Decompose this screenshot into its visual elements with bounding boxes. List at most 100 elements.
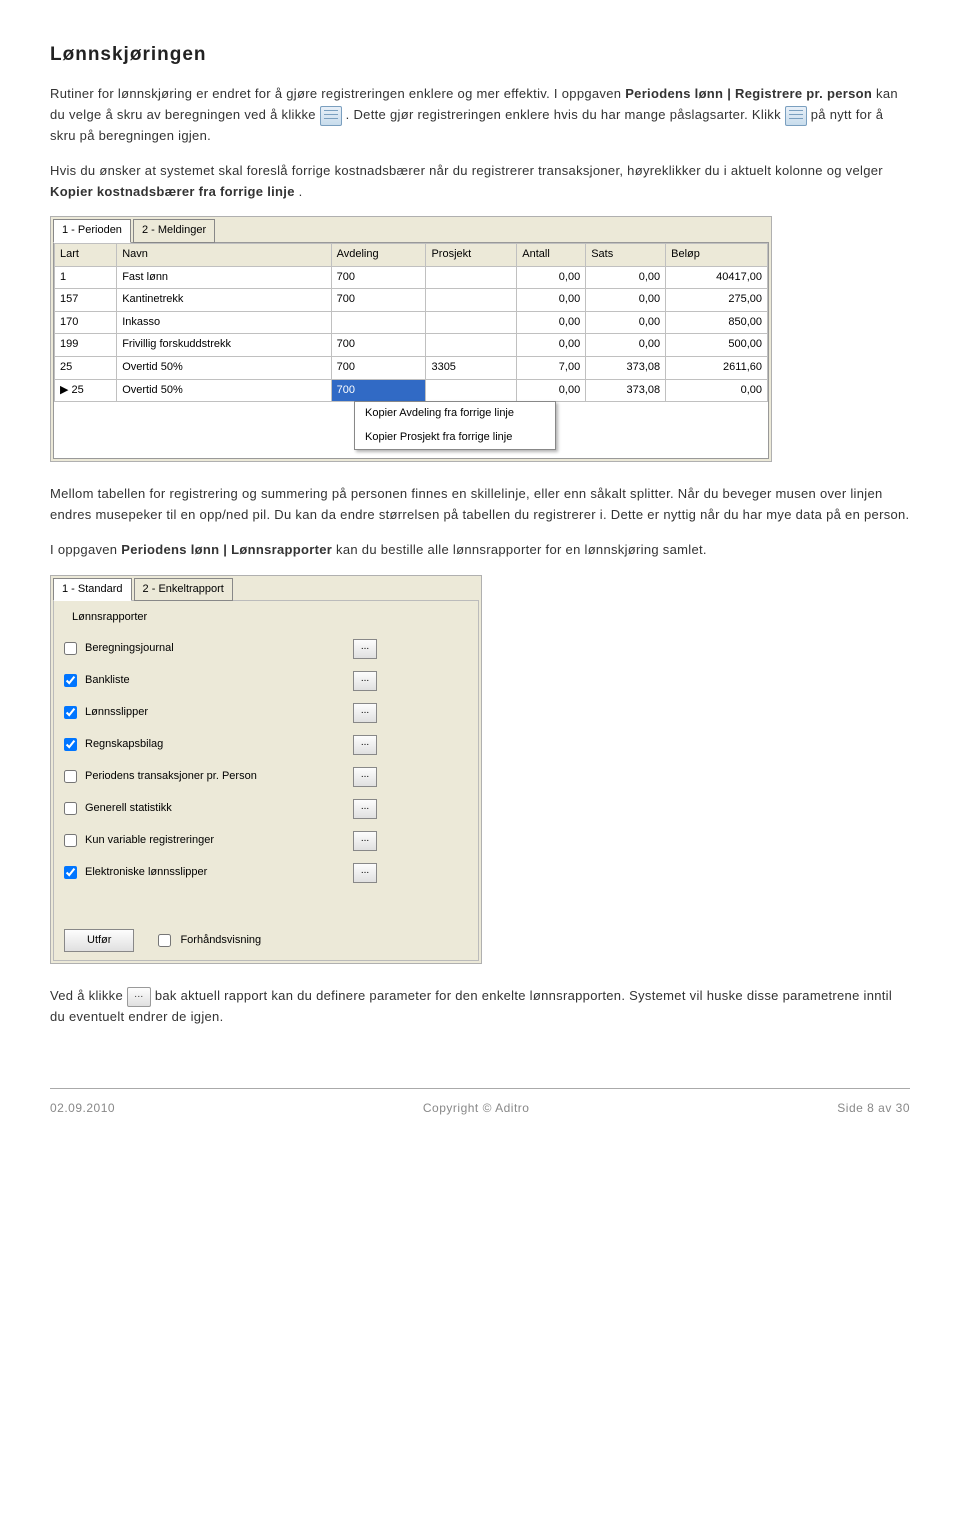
table-cell[interactable]: Frivillig forskuddstrekk <box>117 334 331 357</box>
table-cell[interactable]: 3305 <box>426 356 517 379</box>
table-cell[interactable] <box>426 334 517 357</box>
table-cell[interactable]: 700 <box>331 379 426 402</box>
menu-copy-avdeling[interactable]: Kopier Avdeling fra forrige linje <box>355 402 555 426</box>
table-cell[interactable]: Fast lønn <box>117 266 331 289</box>
report-params-button[interactable] <box>353 831 377 851</box>
report-params-button[interactable] <box>353 799 377 819</box>
report-params-button[interactable] <box>353 671 377 691</box>
report-params-button[interactable] <box>353 639 377 659</box>
tabs: 1 - Perioden 2 - Meldinger <box>51 217 771 243</box>
report-checkbox[interactable] <box>64 770 77 783</box>
table-cell[interactable]: 25 <box>55 356 117 379</box>
table-cell[interactable]: 0,00 <box>586 266 666 289</box>
table-cell[interactable] <box>426 289 517 312</box>
table-cell[interactable]: 0,00 <box>586 334 666 357</box>
report-label: Beregningsjournal <box>85 640 345 658</box>
report-checkbox[interactable] <box>64 674 77 687</box>
table-cell[interactable]: 275,00 <box>666 289 768 312</box>
table-cell[interactable]: 0,00 <box>586 289 666 312</box>
reports-window: 1 - Standard 2 - Enkeltrapport Lønnsrapp… <box>50 575 482 965</box>
text: bak aktuell rapport kan du definere para… <box>50 988 892 1024</box>
report-label: Generell statistikk <box>85 800 345 818</box>
table-cell[interactable]: 700 <box>331 289 426 312</box>
table-cell[interactable]: ▶ 25 <box>55 379 117 402</box>
column-header[interactable]: Sats <box>586 243 666 266</box>
report-checkbox[interactable] <box>64 802 77 815</box>
text: . Dette gjør registreringen enklere hvis… <box>346 107 785 122</box>
table-row[interactable]: 199Frivillig forskuddstrekk7000,000,0050… <box>55 334 768 357</box>
report-checkbox[interactable] <box>64 738 77 751</box>
report-checkbox[interactable] <box>64 706 77 719</box>
report-row: Beregningsjournal <box>60 633 472 665</box>
table-cell[interactable]: 40417,00 <box>666 266 768 289</box>
report-checkbox[interactable] <box>64 642 77 655</box>
table-cell[interactable]: 700 <box>331 266 426 289</box>
paragraph: Rutiner for lønnskjøring er endret for å… <box>50 84 910 146</box>
table-cell[interactable]: 850,00 <box>666 311 768 334</box>
table-cell[interactable]: 170 <box>55 311 117 334</box>
report-row: Kun variable registreringer <box>60 825 472 857</box>
report-params-button[interactable] <box>353 863 377 883</box>
report-params-button[interactable] <box>353 735 377 755</box>
preview-checkbox[interactable]: Forhåndsvisning <box>154 931 261 950</box>
table-cell[interactable]: Overtid 50% <box>117 379 331 402</box>
table-cell[interactable]: 0,00 <box>666 379 768 402</box>
table-cell[interactable] <box>426 379 517 402</box>
table-cell[interactable]: 700 <box>331 334 426 357</box>
table-row[interactable]: 1Fast lønn7000,000,0040417,00 <box>55 266 768 289</box>
calc-toggle-icon <box>785 106 807 126</box>
text: kan du bestille alle lønnsrapporter for … <box>336 542 707 557</box>
column-header[interactable]: Beløp <box>666 243 768 266</box>
column-header[interactable]: Prosjekt <box>426 243 517 266</box>
column-header[interactable]: Navn <box>117 243 331 266</box>
table-cell[interactable]: 373,08 <box>586 379 666 402</box>
report-checkbox[interactable] <box>64 834 77 847</box>
table-cell[interactable]: 0,00 <box>517 379 586 402</box>
table-cell[interactable] <box>426 311 517 334</box>
table-row[interactable]: 170Inkasso0,000,00850,00 <box>55 311 768 334</box>
table-cell[interactable]: 2611,60 <box>666 356 768 379</box>
table-cell[interactable]: 0,00 <box>517 311 586 334</box>
table-cell[interactable]: 1 <box>55 266 117 289</box>
table-cell[interactable]: 0,00 <box>586 311 666 334</box>
column-header[interactable]: Avdeling <box>331 243 426 266</box>
tab-meldinger[interactable]: 2 - Meldinger <box>133 219 215 243</box>
table-cell[interactable]: 199 <box>55 334 117 357</box>
table-cell[interactable]: 7,00 <box>517 356 586 379</box>
preview-check-input[interactable] <box>158 934 171 947</box>
table-cell[interactable]: 0,00 <box>517 334 586 357</box>
table-row[interactable]: 25Overtid 50%70033057,00373,082611,60 <box>55 356 768 379</box>
table-cell[interactable]: Overtid 50% <box>117 356 331 379</box>
report-label: Elektroniske lønnsslipper <box>85 864 345 882</box>
table-cell[interactable]: 700 <box>331 356 426 379</box>
menu-copy-prosjekt[interactable]: Kopier Prosjekt fra forrige linje <box>355 426 555 450</box>
preview-label: Forhåndsvisning <box>180 932 261 950</box>
table-cell[interactable] <box>426 266 517 289</box>
column-header[interactable]: Lart <box>55 243 117 266</box>
execute-button[interactable]: Utfør <box>64 929 134 953</box>
tab-enkeltrapport[interactable]: 2 - Enkeltrapport <box>134 578 233 602</box>
table-cell[interactable]: Kantinetrekk <box>117 289 331 312</box>
report-params-button[interactable] <box>353 703 377 723</box>
table-cell[interactable]: 373,08 <box>586 356 666 379</box>
tabs: 1 - Standard 2 - Enkeltrapport <box>51 576 481 602</box>
footer-copyright: Copyright © Aditro <box>423 1099 530 1118</box>
table-cell[interactable] <box>331 311 426 334</box>
table-cell[interactable]: 0,00 <box>517 266 586 289</box>
report-params-button[interactable] <box>353 767 377 787</box>
column-header[interactable]: Antall <box>517 243 586 266</box>
table-row[interactable]: ▶ 25Overtid 50%700 0,00373,080,00 <box>55 379 768 402</box>
table-cell[interactable]: 157 <box>55 289 117 312</box>
text: Ved å klikke <box>50 988 127 1003</box>
tab-standard[interactable]: 1 - Standard <box>53 578 132 602</box>
context-menu[interactable]: Kopier Avdeling fra forrige linje Kopier… <box>354 401 556 450</box>
table-cell[interactable]: Inkasso <box>117 311 331 334</box>
paragraph: Mellom tabellen for registrering og summ… <box>50 484 910 526</box>
footer-date: 02.09.2010 <box>50 1099 115 1118</box>
report-checkbox[interactable] <box>64 866 77 879</box>
table-cell[interactable]: 500,00 <box>666 334 768 357</box>
page-footer: 02.09.2010 Copyright © Aditro Side 8 av … <box>50 1088 910 1118</box>
table-row[interactable]: 157Kantinetrekk7000,000,00275,00 <box>55 289 768 312</box>
table-cell[interactable]: 0,00 <box>517 289 586 312</box>
tab-perioden[interactable]: 1 - Perioden <box>53 219 131 243</box>
